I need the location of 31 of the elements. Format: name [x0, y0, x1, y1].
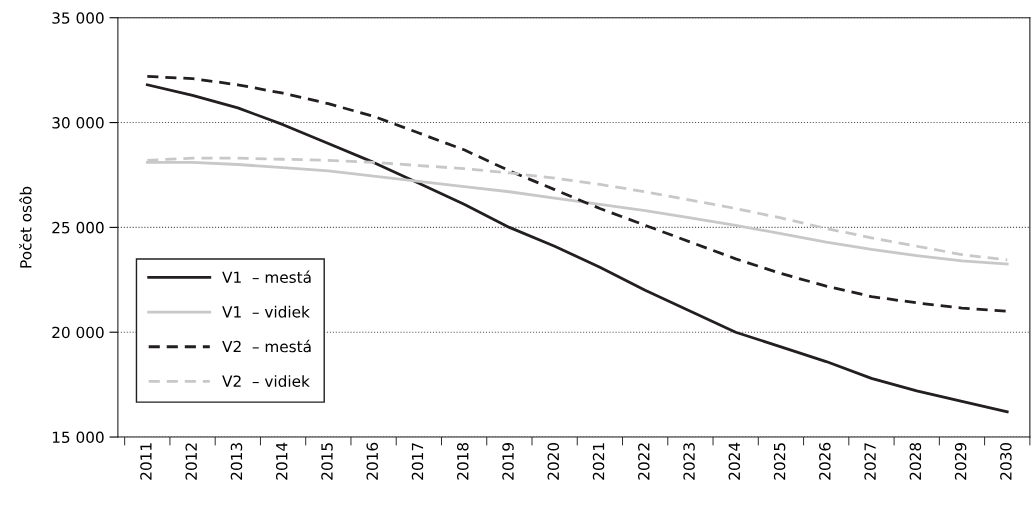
x-tick-label: 2011: [140, 443, 152, 480]
x-tick-label: 2027: [864, 443, 876, 480]
x-tick-label: 2026: [819, 442, 831, 480]
legend-label: V1 – vidiek: [222, 305, 310, 318]
y-tick-label: 15 000: [52, 431, 104, 444]
x-tick-label: 2014: [275, 442, 288, 480]
x-tick-label: 2012: [185, 443, 197, 480]
x-tick-label: 2016: [366, 442, 379, 480]
x-tick-label: 2018: [456, 442, 469, 480]
x-tick-label: 2024: [728, 442, 741, 480]
y-tick-label: 30 000: [52, 117, 104, 129]
legend-label: V2 – mestá: [222, 339, 311, 353]
x-tick-label: 2022: [638, 443, 650, 480]
y-tick-label: 20 000: [52, 326, 104, 339]
x-tick-label: 2017: [411, 443, 424, 480]
legend-label: V1 – mestá: [222, 270, 311, 284]
x-tick-label: 2025: [773, 443, 786, 480]
y-tick-label: 25 000: [52, 221, 104, 234]
x-tick-label: 2021: [592, 443, 605, 480]
x-tick-label: 2015: [321, 443, 333, 480]
x-tick-label: 2029: [954, 442, 967, 480]
x-tick-label: 2013: [230, 443, 243, 480]
y-tick-label: 35 000: [52, 12, 104, 24]
y-axis-title: Počet osôb: [19, 186, 32, 268]
x-tick-label: 2023: [683, 443, 695, 480]
line-series: [145, 83, 1009, 414]
x-tick-label: 2030: [1000, 442, 1012, 480]
x-tick-label: 2020: [547, 442, 560, 480]
x-tick-label: 2019: [502, 442, 514, 480]
x-tick-label: 2028: [909, 442, 922, 480]
legend-label: V2 – vidiek: [222, 375, 310, 387]
